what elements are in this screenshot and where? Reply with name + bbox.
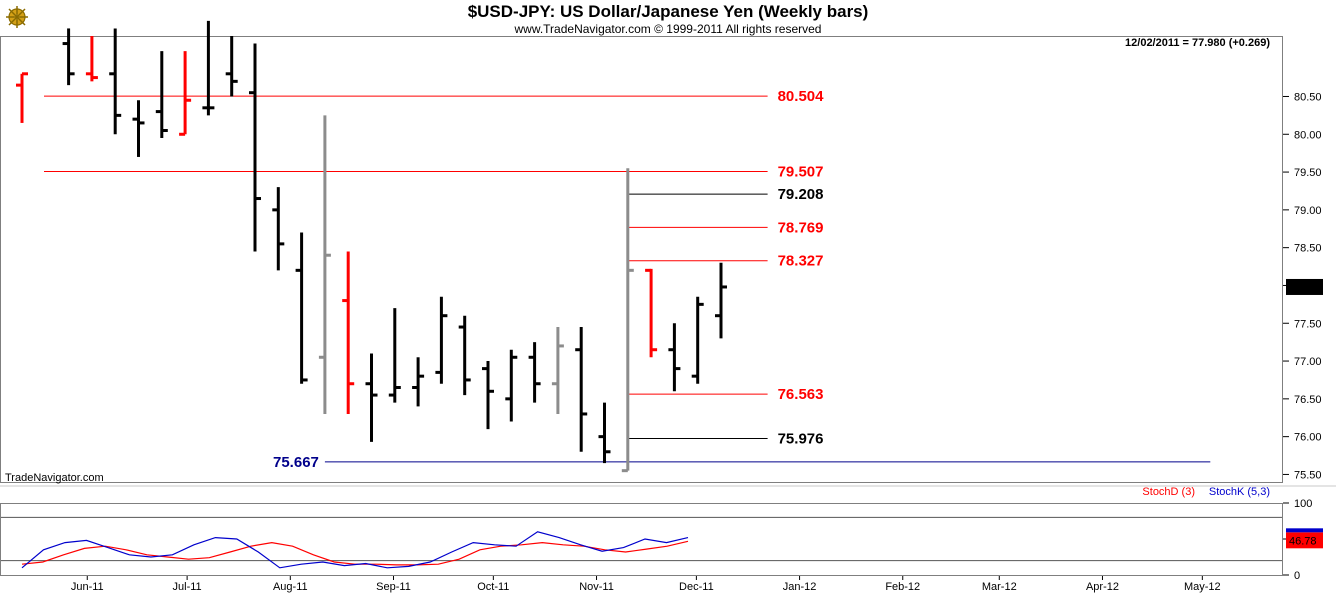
level-label: 80.504 — [778, 88, 825, 105]
ohlc-bar — [62, 28, 75, 86]
price-panel-frame — [0, 36, 1283, 483]
watermark-text: TradeNavigator.com — [5, 472, 104, 484]
price-tick-label: 76.50 — [1294, 394, 1322, 406]
ohlc-bar — [551, 327, 564, 414]
ohlc-bar — [155, 51, 168, 139]
stoch-value-tag-k — [1286, 528, 1323, 533]
time-tick-label: May-12 — [1184, 581, 1221, 593]
ohlc-bar — [365, 353, 378, 442]
time-tick-label: Mar-12 — [982, 581, 1017, 593]
price-bars — [16, 20, 727, 473]
chart-title: $USD-JPY: US Dollar/Japanese Yen (Weekly… — [468, 2, 869, 21]
level-lines: 80.504 79.507 79.208 78.769 78.327 76.563 75.9… — [44, 88, 1211, 471]
level-label: 79.507 — [778, 164, 824, 181]
stoch-value-tag — [1286, 532, 1323, 549]
ohlc-bar — [179, 51, 192, 136]
ohlc-bar — [482, 361, 494, 430]
stoch-panel-frame — [0, 503, 1283, 576]
time-tick-label: Nov-11 — [579, 581, 614, 593]
stoch-tick-label: 0 — [1294, 570, 1300, 582]
time-tick-label: Jul-11 — [173, 581, 202, 593]
time-tick-label: Dec-11 — [679, 581, 714, 593]
legend-stochd: StochD (3) — [1142, 486, 1195, 498]
stochastic-lines — [1, 516, 1282, 569]
ohlc-bar — [272, 187, 285, 271]
level-label: 78.769 — [778, 219, 824, 236]
ohlc-bar — [458, 315, 471, 396]
time-tick-label: Jan-12 — [783, 581, 817, 593]
copyright-text: www.TradeNavigator.com © 1999-2011 All r… — [514, 22, 822, 36]
ohlc-bar — [598, 402, 611, 464]
price-tick-label: 79.50 — [1294, 167, 1322, 179]
level-label: 79.208 — [778, 186, 824, 203]
level-label: 75.667 — [273, 454, 319, 471]
time-tick-label: Feb-12 — [885, 581, 920, 593]
ohlc-bar — [575, 327, 588, 452]
ohlc-bar — [202, 20, 215, 116]
stoch-series-line — [21, 531, 689, 569]
time-tick-label: Aug-11 — [273, 581, 308, 593]
ohlc-bar — [528, 342, 541, 403]
ohlc-bar — [225, 36, 238, 97]
legend-stochk: StochK (5,3) — [1209, 486, 1270, 498]
ohlc-bar — [505, 349, 518, 422]
current-price-tag — [1286, 278, 1323, 295]
ohlc-bar — [435, 296, 448, 384]
price-tick-label: 77.00 — [1294, 356, 1322, 368]
ohlc-bar — [318, 115, 331, 414]
ohlc-bar — [16, 72, 28, 123]
ship-wheel-icon — [6, 6, 28, 28]
ohlc-bar — [109, 28, 122, 135]
price-tick-label: 75.50 — [1294, 469, 1322, 481]
time-tick-label: Sep-11 — [376, 581, 411, 593]
ohlc-bar — [645, 268, 658, 358]
stochastic-axis: 10050046.78 — [1283, 498, 1323, 582]
ohlc-bar — [249, 43, 261, 252]
price-tick-label: 78.50 — [1294, 243, 1322, 255]
ohlc-bar — [621, 168, 634, 473]
level-label: 76.563 — [778, 386, 824, 403]
level-label: 78.327 — [778, 253, 824, 270]
stoch-tick-label: 100 — [1294, 498, 1312, 510]
ohlc-bar — [85, 36, 98, 82]
price-tick-label: 76.00 — [1294, 432, 1322, 444]
time-tick-label: Jun-11 — [71, 581, 104, 593]
ohlc-bar — [388, 308, 401, 403]
ohlc-bar — [412, 357, 425, 407]
price-tick-label: 80.50 — [1294, 91, 1322, 103]
last-quote: 12/02/2011 = 77.980 (+0.269) — [1125, 37, 1270, 49]
ohlc-bar — [715, 262, 727, 339]
time-axis: Jun-11 Jul-11 Aug-11 Sep-11 Oct-11 Nov-11 Dec-… — [71, 576, 1221, 593]
level-label: 75.976 — [778, 430, 824, 447]
ohlc-bar — [668, 323, 681, 392]
ohlc-bar — [132, 100, 145, 157]
stoch-value-label: 46.78 — [1289, 535, 1317, 547]
ohlc-bar — [342, 251, 355, 414]
ohlc-bar — [691, 296, 704, 384]
price-tick-label: 80.00 — [1294, 129, 1322, 141]
price-tick-label: 77.50 — [1294, 318, 1322, 330]
price-axis: 80.5080.0079.5079.0078.5078.0077.5077.00… — [1283, 91, 1323, 481]
time-tick-label: Oct-11 — [477, 581, 509, 593]
price-tick-label: 79.00 — [1294, 205, 1322, 217]
time-tick-label: Apr-12 — [1086, 581, 1119, 593]
ohlc-bar — [295, 232, 308, 384]
current-price-label: 77.980 — [1289, 282, 1323, 294]
